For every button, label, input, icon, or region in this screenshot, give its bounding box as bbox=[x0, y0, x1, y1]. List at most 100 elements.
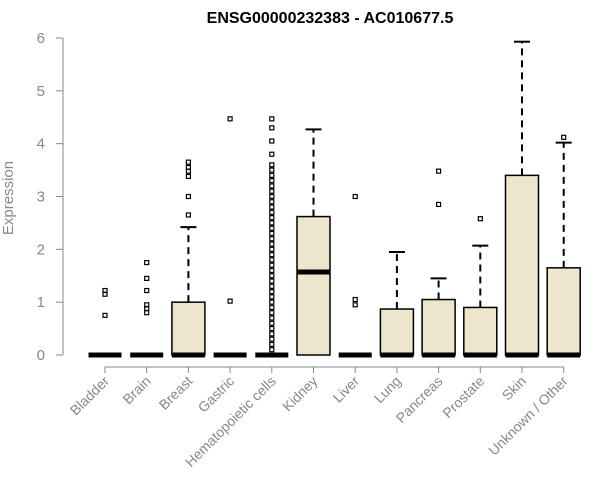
x-tick-label: Unknown / Other bbox=[485, 373, 571, 459]
outlier-point bbox=[227, 298, 233, 304]
box bbox=[379, 308, 415, 356]
outlier-point bbox=[144, 310, 150, 316]
y-axis-label: Expression bbox=[0, 161, 17, 235]
outlier-point bbox=[269, 320, 275, 326]
box-group bbox=[421, 168, 456, 358]
box bbox=[421, 298, 456, 356]
outlier-point bbox=[269, 116, 275, 122]
outlier-point bbox=[185, 173, 191, 180]
outlier-point bbox=[269, 283, 275, 289]
x-tick-label: Brain bbox=[119, 373, 153, 407]
outlier-point bbox=[269, 257, 275, 263]
outlier-point bbox=[269, 151, 275, 157]
outlier-point bbox=[144, 259, 150, 266]
y-tick-label: 1 bbox=[37, 294, 45, 311]
outlier-point bbox=[269, 331, 275, 337]
outlier-point bbox=[436, 168, 442, 174]
outlier-point bbox=[269, 347, 275, 353]
outlier-point bbox=[269, 199, 275, 205]
outlier-point bbox=[269, 310, 275, 316]
outlier-point bbox=[269, 246, 275, 252]
outlier-point bbox=[269, 138, 275, 144]
outlier-point bbox=[185, 159, 191, 165]
outlier-point bbox=[269, 289, 275, 295]
y-tick-label: 0 bbox=[37, 347, 45, 364]
outlier-point bbox=[269, 262, 275, 268]
box-group bbox=[88, 287, 122, 358]
outlier-point bbox=[269, 230, 275, 237]
x-tick-label: Lung bbox=[371, 373, 404, 406]
box-group bbox=[255, 116, 289, 358]
outlier-point bbox=[185, 212, 191, 218]
outlier-point bbox=[269, 278, 275, 284]
box-group bbox=[338, 193, 372, 358]
outlier-point bbox=[269, 241, 275, 247]
outlier-point bbox=[144, 287, 150, 294]
outlier-point bbox=[352, 302, 358, 308]
box-group bbox=[546, 134, 581, 358]
outlier-point bbox=[102, 287, 108, 294]
outlier-point bbox=[269, 273, 275, 279]
outlier-point bbox=[269, 125, 275, 131]
x-tick-label: Liver bbox=[330, 373, 363, 406]
outlier-point bbox=[269, 341, 275, 348]
box-group bbox=[296, 128, 331, 356]
outlier-point bbox=[269, 162, 275, 168]
outlier-point bbox=[144, 275, 150, 281]
outlier-point bbox=[269, 267, 275, 274]
outlier-point bbox=[102, 312, 108, 318]
outlier-point bbox=[269, 336, 275, 342]
box bbox=[296, 215, 331, 356]
outlier-point bbox=[269, 299, 275, 305]
outlier-point bbox=[185, 193, 191, 200]
box-group bbox=[130, 259, 164, 358]
outlier-point bbox=[185, 164, 191, 171]
box-group bbox=[171, 159, 206, 358]
x-tick-label: Bladder bbox=[67, 373, 113, 419]
y-tick-label: 6 bbox=[37, 30, 45, 47]
outlier-point bbox=[269, 236, 275, 242]
outlier-point bbox=[352, 296, 358, 303]
box bbox=[546, 267, 581, 356]
outlier-point bbox=[269, 252, 275, 258]
outlier-point bbox=[269, 220, 275, 226]
box-group bbox=[213, 116, 247, 358]
chart-title: ENSG00000232383 - AC010677.5 bbox=[207, 10, 454, 27]
box bbox=[463, 306, 498, 356]
y-tick-label: 5 bbox=[37, 83, 45, 100]
x-tick-label: Breast bbox=[156, 373, 196, 413]
box-group bbox=[463, 216, 498, 358]
outlier-point bbox=[144, 302, 150, 308]
y-tick-label: 2 bbox=[37, 241, 45, 258]
outlier-point bbox=[269, 225, 275, 231]
y-tick-label: 4 bbox=[37, 136, 45, 153]
box-group bbox=[504, 40, 540, 358]
outlier-point bbox=[269, 215, 275, 221]
outlier-point bbox=[269, 172, 275, 178]
x-tick-label: Kidney bbox=[279, 373, 321, 415]
box-group bbox=[379, 250, 415, 358]
box bbox=[171, 301, 206, 356]
outlier-point bbox=[436, 201, 442, 208]
y-axis: 0 1 2 3 4 5 6 bbox=[37, 30, 64, 364]
x-tick-label: Skin bbox=[499, 373, 530, 404]
outlier-point bbox=[352, 193, 358, 200]
box bbox=[504, 174, 540, 356]
outlier-point bbox=[561, 134, 567, 140]
outlier-point bbox=[227, 116, 233, 122]
boxplot-series bbox=[88, 40, 581, 358]
outlier-point bbox=[269, 315, 275, 321]
outlier-point bbox=[477, 216, 483, 222]
outlier-point bbox=[269, 304, 275, 311]
outlier-point bbox=[269, 188, 275, 194]
outlier-point bbox=[269, 183, 275, 189]
outlier-point bbox=[269, 193, 275, 200]
outlier-point bbox=[269, 325, 275, 332]
y-tick-label: 3 bbox=[37, 189, 45, 206]
outlier-point bbox=[269, 204, 275, 210]
x-tick-label: Prostate bbox=[439, 373, 487, 421]
outlier-point bbox=[269, 209, 275, 215]
outlier-point bbox=[269, 167, 275, 173]
